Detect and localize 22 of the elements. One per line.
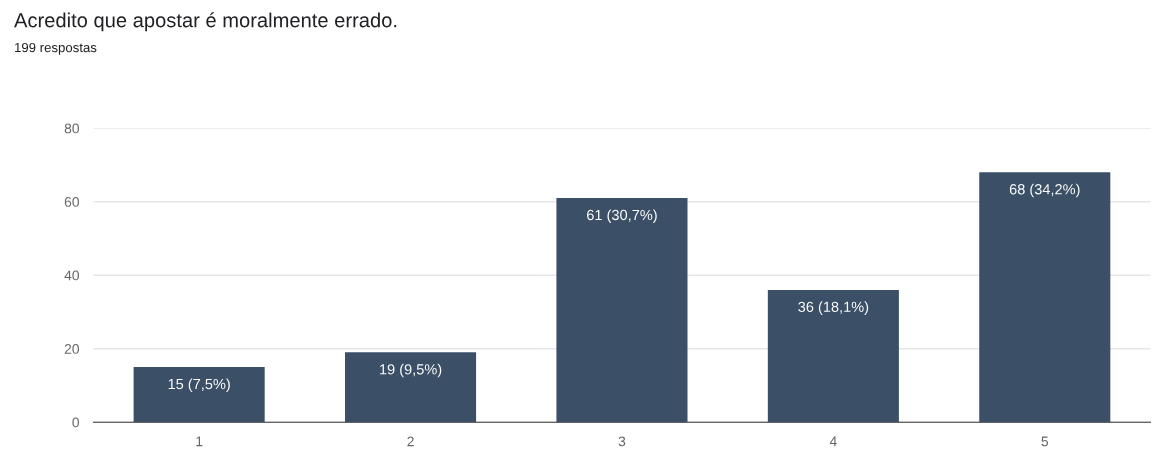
data-label: 15 (7,5%) [168,378,230,393]
y-tick-label: 40 [64,270,80,281]
bar [767,289,899,423]
y-tick-label: 0 [72,417,80,428]
y-tick-label: 60 [64,197,80,207]
x-tick-label: 5 [1041,436,1049,447]
bar [556,198,688,423]
bar [979,172,1111,423]
data-label: 68 (34,2%) [1009,183,1080,198]
data-label: 36 (18,1%) [798,301,869,315]
chart-title: Acredito que apostar é moralmente errado. [14,12,397,32]
x-tick-label: 1 [196,436,203,447]
chart-subtitle: 199 respostas [15,42,97,55]
y-tick-label: 80 [64,123,80,134]
data-label: 19 (9,5%) [380,363,442,378]
x-tick-label: 4 [829,436,837,447]
bar [345,352,477,423]
x-tick-label: 2 [407,436,414,447]
x-tick-label: 3 [618,436,626,447]
bar [133,367,265,423]
y-tick-label: 20 [64,344,80,354]
data-label: 61 (30,7%) [587,209,657,224]
